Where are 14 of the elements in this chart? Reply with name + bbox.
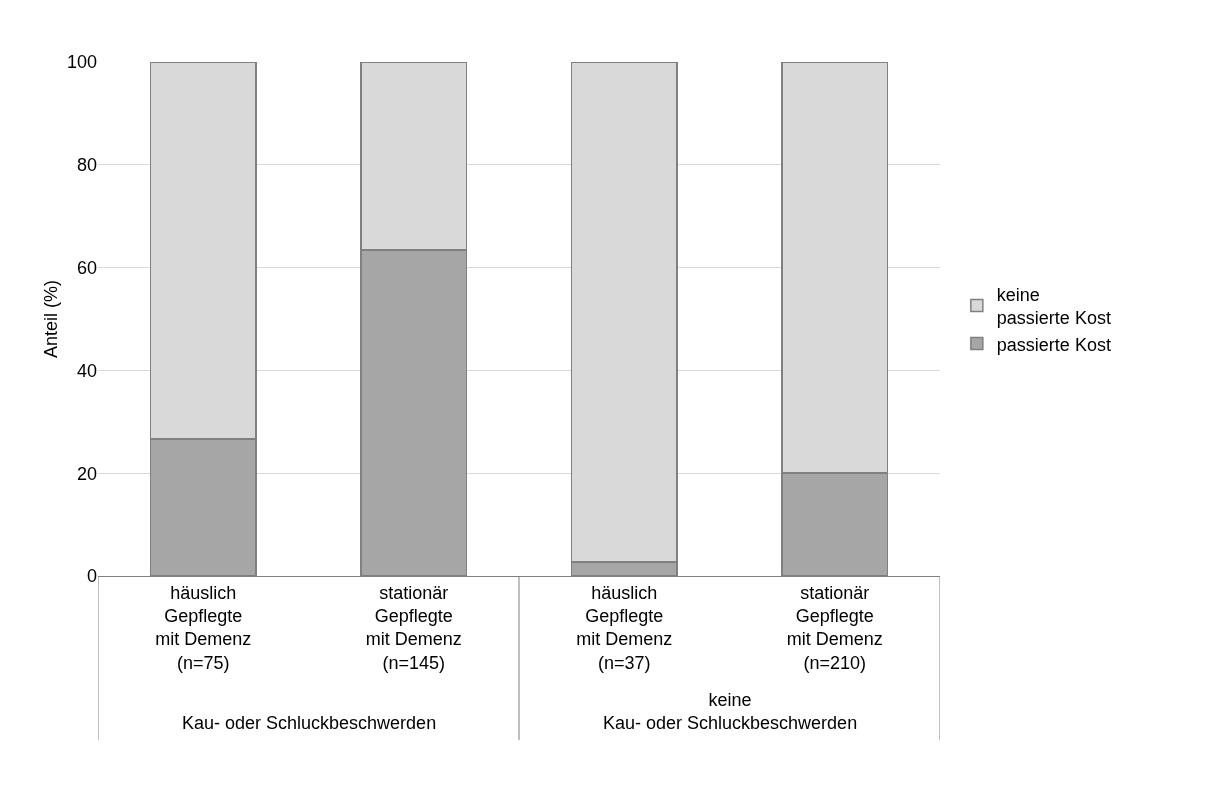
y-tick-label: 20 xyxy=(76,463,97,484)
x-tick-label: häuslich Gepflegte mit Demenz (n=75) xyxy=(155,582,252,673)
y-tick-label: 60 xyxy=(76,257,97,278)
y-tick-label: 100 xyxy=(66,52,97,73)
text: Kau- oder Schluckbeschwerden xyxy=(182,713,437,733)
x-tick-label: häuslich Gepflegte mit Demenz (n=37) xyxy=(576,582,673,673)
y-axis-title: Anteil (%) xyxy=(41,279,62,359)
y-tick-label: 40 xyxy=(76,360,97,381)
y-tick-label: 80 xyxy=(76,155,97,176)
legend-label: passierte Kost xyxy=(996,334,1111,355)
text: keine Kau- oder Schluckbeschwerden xyxy=(603,690,858,734)
y-tick-label: 0 xyxy=(86,566,97,587)
x-tick-label: stationär Gepflegte mit Demenz (n=145) xyxy=(365,582,462,673)
x-tick-label: stationär Gepflegte mit Demenz (n=210) xyxy=(786,582,883,673)
